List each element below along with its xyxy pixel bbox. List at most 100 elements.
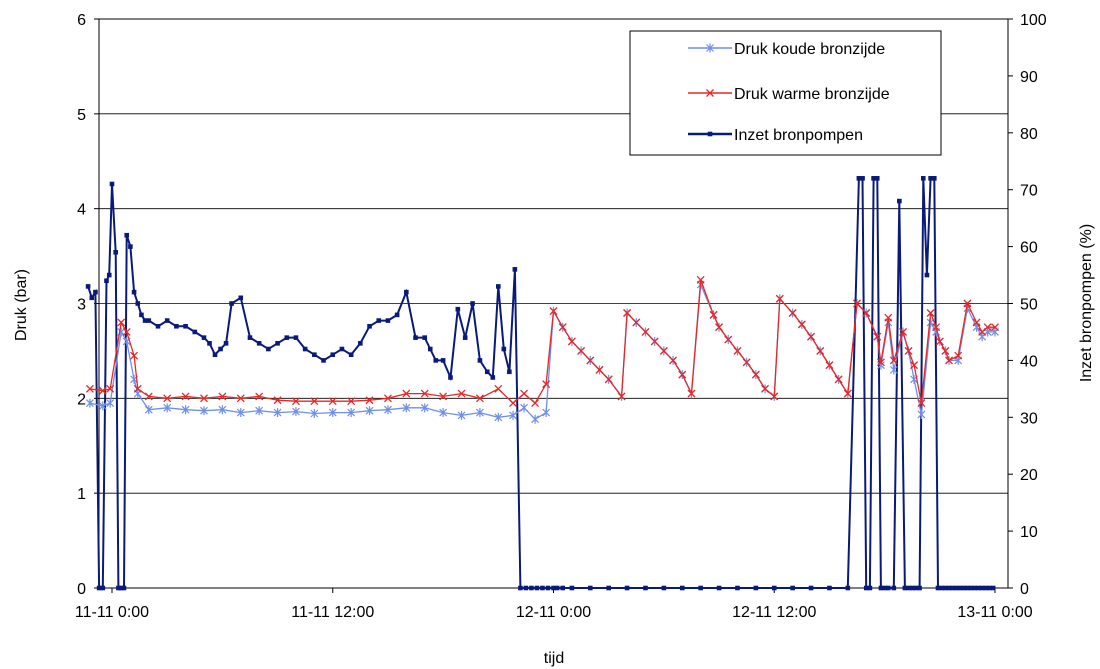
data-point (856, 176, 862, 181)
legend-entry-koude: Druk koude bronzijde (688, 41, 885, 58)
data-point (587, 585, 593, 591)
data-point (560, 585, 565, 591)
data-point (310, 397, 319, 406)
data-point (135, 301, 141, 306)
y2-tick-label: 80 (1020, 126, 1038, 143)
series-inzet-bronpompen (85, 176, 996, 591)
data-point (941, 346, 950, 355)
data-point (201, 335, 207, 340)
y2-axis-title: Inzet bronpompen (%) (1078, 224, 1095, 382)
data-point (972, 585, 978, 591)
data-point (917, 585, 922, 591)
data-point (797, 320, 806, 329)
data-point (365, 406, 374, 416)
x-axis: 11-11 0:00 11-11 12:00 12-11 0:00 12-11 12:… (75, 588, 1033, 621)
x-tick-label: 12-11 0:00 (516, 604, 591, 621)
data-point (529, 585, 534, 591)
data-point (236, 394, 245, 403)
y2-tick-label: 20 (1020, 467, 1038, 484)
data-point (402, 389, 411, 398)
data-point (291, 397, 300, 406)
data-point (200, 394, 208, 403)
data-point (427, 346, 433, 352)
data-point (139, 312, 144, 318)
y2-tick-label: 40 (1020, 353, 1038, 370)
data-point (462, 335, 468, 340)
data-point (273, 396, 282, 405)
data-point (884, 313, 893, 322)
data-point (292, 407, 300, 417)
data-point (889, 356, 898, 365)
data-point (420, 389, 429, 398)
data-point (183, 323, 188, 329)
data-point (643, 585, 648, 591)
y-tick-label: 5 (77, 107, 86, 124)
data-point (106, 398, 115, 408)
data-point (494, 412, 503, 422)
data-point (455, 306, 461, 312)
data-point (586, 356, 595, 365)
data-point (913, 585, 919, 591)
data-point (735, 585, 740, 591)
data-point (983, 585, 989, 591)
data-point (871, 176, 876, 181)
data-point (384, 405, 392, 415)
data-point (771, 585, 777, 591)
data-point (623, 309, 632, 317)
data-point (85, 284, 91, 289)
data-point (273, 408, 282, 418)
data-point (310, 409, 319, 419)
data-point (943, 585, 948, 591)
data-point (788, 309, 797, 317)
data-point (808, 585, 814, 591)
data-point (761, 384, 770, 393)
data-point (448, 375, 453, 380)
data-point (834, 375, 843, 384)
y2-tick-label: 90 (1020, 69, 1038, 86)
data-point (742, 358, 751, 367)
data-point (223, 341, 229, 346)
data-point (558, 323, 567, 332)
data-point (293, 335, 299, 340)
y-tick-label: 2 (77, 391, 86, 408)
data-point (650, 337, 659, 346)
data-point (545, 585, 551, 591)
data-point (882, 585, 887, 591)
data-point (131, 289, 137, 295)
data-point (163, 403, 172, 413)
data-point (218, 405, 227, 415)
data-point (617, 392, 626, 401)
y2-tick-label: 30 (1020, 410, 1038, 427)
data-point (724, 335, 733, 344)
data-point (965, 585, 970, 591)
data-point (255, 406, 264, 416)
data-point (991, 323, 999, 332)
data-point (549, 307, 558, 316)
data-point (109, 181, 115, 187)
data-point (632, 318, 641, 327)
data-point (457, 410, 466, 420)
data-point (709, 310, 718, 319)
data-point (218, 346, 223, 352)
data-point (181, 405, 190, 415)
data-point (433, 358, 439, 363)
data-point (577, 346, 586, 355)
data-point (266, 346, 271, 352)
data-point (950, 585, 955, 591)
data-point (897, 198, 902, 204)
data-point (86, 398, 94, 408)
data-point (330, 352, 336, 358)
data-point (144, 405, 153, 415)
data-point (567, 337, 576, 346)
data-point (904, 346, 913, 355)
data-point (891, 585, 897, 591)
data-point (218, 392, 227, 401)
data-point (106, 384, 115, 393)
data-point (954, 351, 963, 360)
data-point (181, 392, 190, 401)
data-point (255, 392, 264, 401)
data-point (939, 585, 944, 591)
data-point (146, 318, 152, 323)
data-point (130, 351, 139, 360)
data-point (926, 309, 935, 317)
